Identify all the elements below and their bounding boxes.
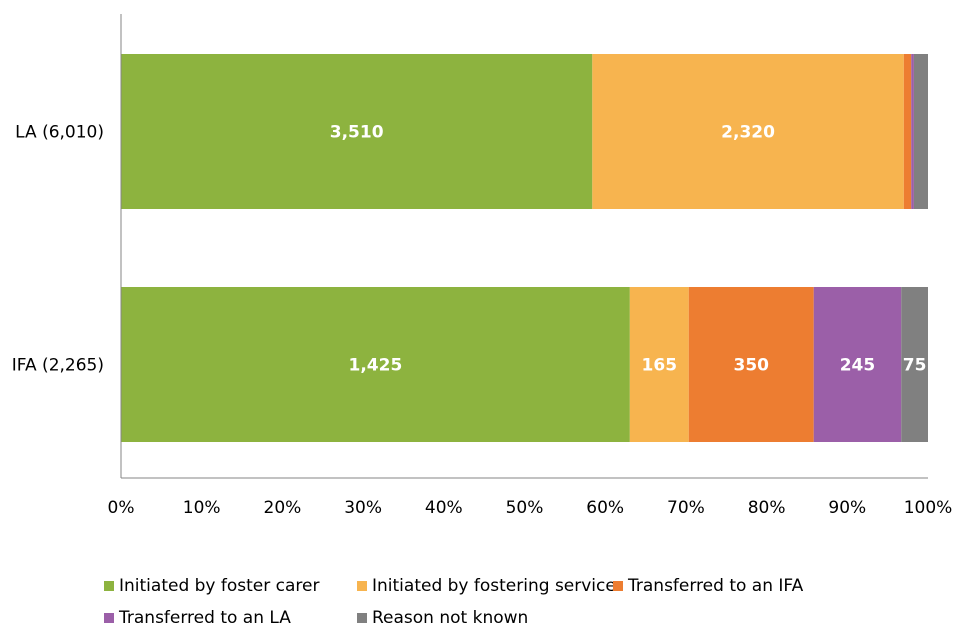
legend-item-initiated-by-fostering-service: Initiated by fostering service [357,576,616,596]
value-label-ifa-2-265-reason-not-known: 75 [903,356,927,376]
category-labels: LA (6,010) IFA (2,265) [12,123,104,376]
x-tick-label-50: 50% [506,498,544,518]
bar-la-6-010-transferred-to-an-la [911,54,914,209]
legend-label: Transferred to an IFA [628,576,804,596]
bar-la-6-010-transferred-to-an-ifa [903,54,912,209]
value-label-ifa-2-265-initiated-by-fostering-service: 165 [642,356,678,376]
x-tick-label-20: 20% [264,498,302,518]
x-tick-label-0: 0% [108,498,135,518]
value-label-la-6-010-initiated-by-foster-carer: 3,510 [330,123,384,143]
bar-ifa-2-265-initiated-by-fostering-service [629,287,689,442]
bar-ifa-2-265-transferred-to-an-ifa [688,287,814,442]
value-label-ifa-2-265-initiated-by-foster-carer: 1,425 [349,356,403,376]
legend-item-transferred-to-an-la: Transferred to an LA [104,608,291,628]
category-label-ifa-2-265: IFA (2,265) [12,356,104,376]
legend-swatch [357,613,367,623]
legend-label: Reason not known [372,608,529,628]
axes [120,14,928,479]
value-label-ifa-2-265-transferred-to-an-la: 245 [840,356,876,376]
category-label-la-6-010: LA (6,010) [15,123,104,143]
x-tick-label-80: 80% [748,498,786,518]
x-tick-label-60: 60% [586,498,624,518]
value-label-la-6-010-initiated-by-fostering-service: 2,320 [721,123,775,143]
x-tick-label-70: 70% [667,498,705,518]
x-tick-label-40: 40% [425,498,463,518]
legend-swatch [104,581,114,591]
legend-item-transferred-to-an-ifa: Transferred to an IFA [613,576,803,596]
x-tick-label-100: 100% [904,498,953,518]
bar-ifa-2-265-transferred-to-an-la [813,287,902,442]
value-labels: 3,510 2,320 1,425 165 350 245 75 [330,123,927,376]
legend-swatch [613,581,623,591]
legend-label: Initiated by foster carer [119,576,320,596]
legend: Initiated by foster carer Initiated by fo… [104,576,904,636]
bar-segments [121,54,928,442]
bar-la-6-010-initiated-by-foster-carer [121,54,593,209]
legend-item-initiated-by-foster-carer: Initiated by foster carer [104,576,319,596]
legend-swatch [357,581,367,591]
bar-la-6-010-reason-not-known [913,54,928,209]
x-tick-label-90: 90% [828,498,866,518]
x-tick-label-10: 10% [183,498,221,518]
x-tick-labels: 0% 10% 20% 30% 40% 50% 60% 70% 80% 90% 100% [108,498,953,518]
legend-label: Transferred to an LA [119,608,291,628]
legend-swatch [104,613,114,623]
bar-ifa-2-265-initiated-by-foster-carer [121,287,630,442]
bar-la-6-010-initiated-by-fostering-service [592,54,904,209]
bar-ifa-2-265-reason-not-known [901,287,928,442]
legend-label: Initiated by fostering service [372,576,616,596]
value-label-ifa-2-265-transferred-to-an-ifa: 350 [733,356,769,376]
legend-item-reason-not-known: Reason not known [357,608,528,628]
x-tick-label-30: 30% [344,498,382,518]
